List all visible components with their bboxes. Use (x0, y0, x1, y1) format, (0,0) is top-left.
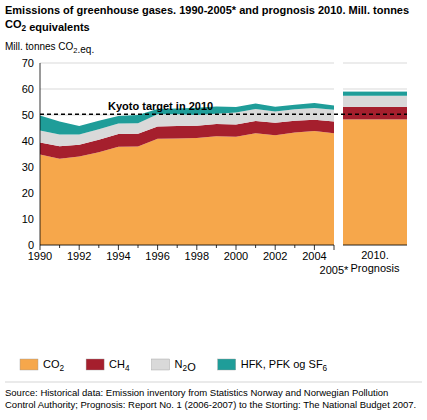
x-tick (216, 245, 217, 248)
source: Source: Historical data: Emission invent… (5, 387, 416, 410)
x-tick (294, 245, 295, 248)
y-tick-label: 50 (22, 109, 34, 121)
x-tick-label: 1996 (145, 250, 169, 262)
grid-line (343, 89, 407, 90)
legend-label: CH4 (109, 358, 130, 373)
legend-swatch (218, 359, 236, 370)
x-tick (138, 245, 139, 248)
x-tick-label: 2010.Prognosis (351, 249, 400, 274)
x-tick-label: 2004 (302, 250, 326, 262)
legend-swatch (152, 359, 170, 370)
x-tick (255, 245, 256, 248)
x-axis (40, 245, 334, 246)
x-tick-label: 1992 (67, 250, 91, 262)
chart: Emissions of greenhouse gases. 1990-2005… (0, 0, 427, 420)
x-axis (343, 245, 407, 246)
target-line (40, 114, 407, 115)
separator (5, 382, 422, 383)
legend-label: N2O (175, 358, 197, 373)
x-tick (334, 245, 335, 250)
y-tick-label: 60 (22, 83, 34, 95)
grid-line (343, 63, 407, 64)
bar (343, 107, 407, 119)
x-tick-label: 1994 (106, 250, 130, 262)
x-tick (59, 245, 60, 248)
annotation: Kyoto target in 2010 (108, 100, 213, 112)
x-tick (98, 245, 99, 248)
bar (343, 119, 407, 245)
y-axis (40, 63, 41, 245)
x-tick-label: 2005* (320, 264, 349, 276)
grid-line (343, 245, 407, 246)
x-tick-label: 1990 (28, 250, 52, 262)
legend-swatch (20, 359, 38, 370)
title: Emissions of greenhouse gases. 1990-2005… (5, 4, 409, 33)
bar (343, 96, 407, 107)
y-tick-label: 40 (22, 135, 34, 147)
grid-line (40, 245, 334, 246)
legend-label: CO2 (43, 358, 65, 373)
x-tick-label: 1998 (185, 250, 209, 262)
legend-label: HFK, PFK og SF6 (241, 358, 328, 373)
legend-swatch (86, 359, 104, 370)
x-tick (177, 245, 178, 248)
grid-line (40, 63, 334, 64)
area-group (40, 103, 334, 245)
y-tick-label: 20 (22, 187, 34, 199)
x-tick-label: 2000 (224, 250, 248, 262)
y-tick-label: 70 (22, 57, 34, 69)
grid-line (40, 89, 334, 90)
x-tick-label: 2002 (263, 250, 287, 262)
y-tick-label: 30 (22, 161, 34, 173)
bar (343, 92, 407, 96)
y-tick-label: 10 (22, 213, 34, 225)
y-axis-label: Mill. tonnes CO2.eq. (5, 41, 94, 55)
